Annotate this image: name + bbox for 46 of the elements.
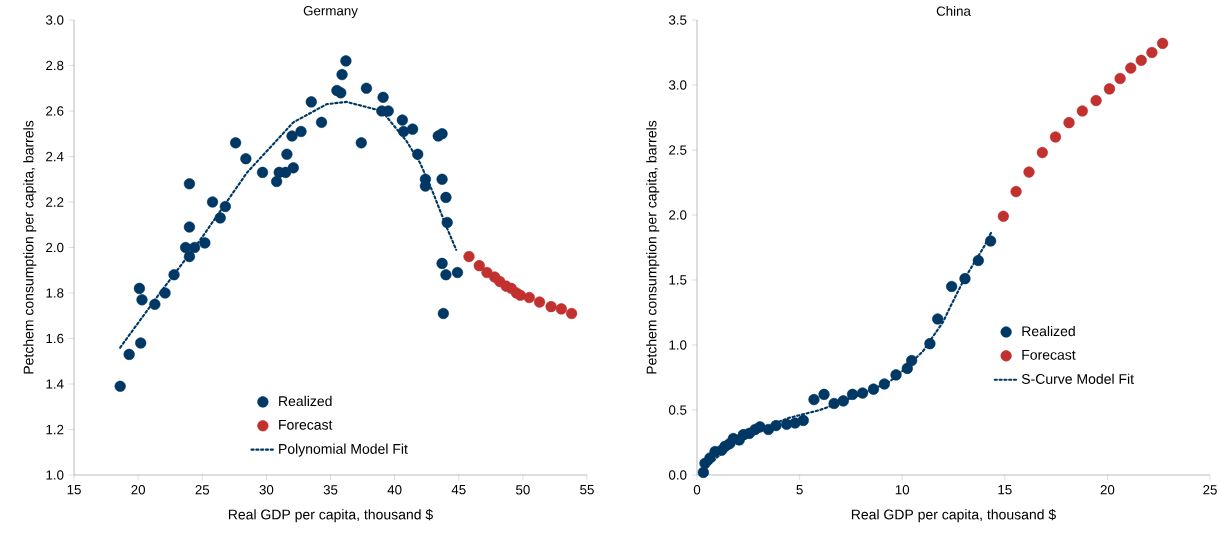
legend-label: Forecast bbox=[1022, 350, 1076, 360]
y-tick-label: 2.0 bbox=[669, 210, 687, 220]
y-tick-label: 1.5 bbox=[669, 275, 687, 285]
y-tick-label: 2.4 bbox=[46, 151, 64, 162]
y-tick-label: 1.6 bbox=[46, 333, 64, 344]
legend-label: Realized bbox=[279, 395, 332, 407]
y-tick-label: 1.4 bbox=[46, 379, 64, 389]
x-axis-title: Real GDP per capita, thousand $ bbox=[228, 508, 433, 523]
x-tick-label: 30 bbox=[259, 485, 274, 495]
y-tick-label: 2.5 bbox=[669, 145, 687, 155]
legend-label: Polynomial Model Fit bbox=[279, 443, 408, 457]
y-tick-label: 0.5 bbox=[668, 405, 687, 415]
y-tick-label: 1.0 bbox=[669, 340, 687, 350]
x-tick-label: 50 bbox=[516, 485, 530, 495]
chart-title: China bbox=[936, 6, 971, 16]
legend-label: Forecast bbox=[279, 419, 333, 430]
x-tick-label: 15 bbox=[67, 485, 81, 495]
y-tick-label: 3.0 bbox=[668, 80, 687, 90]
y-axis-title: Petchem consumption per capita, barrels bbox=[23, 120, 37, 374]
x-tick-label: 45 bbox=[451, 485, 466, 495]
y-tick-label: 3.5 bbox=[668, 15, 687, 25]
y-tick-label: 2.8 bbox=[46, 60, 64, 71]
x-tick-label: 40 bbox=[387, 485, 402, 495]
y-tick-label: 1.0 bbox=[46, 470, 64, 480]
x-axis-title: Real GDP per capita, thousand $ bbox=[851, 508, 1056, 523]
x-tick-label: 35 bbox=[323, 485, 338, 495]
y-tick-label: 2.2 bbox=[46, 197, 64, 207]
x-tick-label: 15 bbox=[998, 485, 1012, 495]
y-tick-label: 2.6 bbox=[46, 106, 64, 116]
legend-label: S-Curve Model Fit bbox=[1021, 373, 1134, 384]
x-tick-label: 5 bbox=[796, 485, 803, 495]
chart-title: Germany bbox=[303, 6, 358, 19]
y-tick-label: 1.2 bbox=[46, 424, 64, 435]
y-tick-label: 1.8 bbox=[46, 288, 64, 298]
x-tick-label: 25 bbox=[1203, 485, 1217, 495]
y-tick-label: 2.0 bbox=[46, 242, 64, 253]
legend-label: Realized bbox=[1022, 325, 1075, 337]
y-tick-label: 0.0 bbox=[668, 470, 687, 480]
x-tick-label: 25 bbox=[195, 485, 210, 495]
x-tick-label: 10 bbox=[895, 485, 910, 495]
x-tick-label: 20 bbox=[1100, 485, 1115, 495]
y-tick-label: 3.0 bbox=[45, 15, 64, 25]
x-tick-label: 55 bbox=[580, 485, 594, 495]
y-axis-title: Petchem consumption per capita, barrels bbox=[646, 120, 660, 374]
x-tick-label: 0 bbox=[693, 485, 701, 495]
x-tick-label: 20 bbox=[131, 485, 146, 495]
